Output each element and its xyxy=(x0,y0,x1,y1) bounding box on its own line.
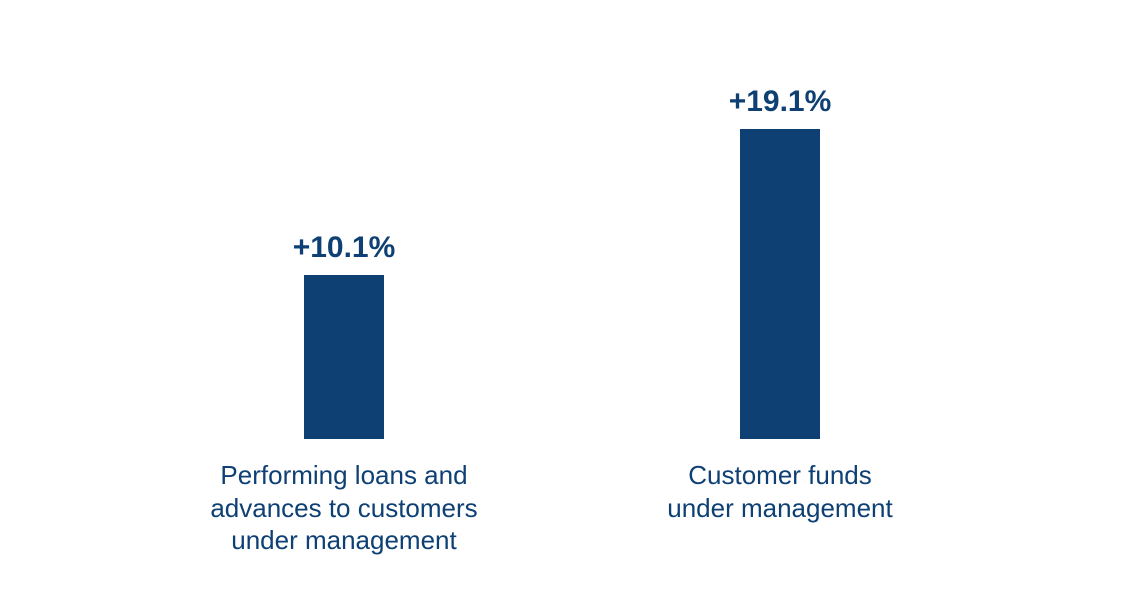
bar-funds: +19.1% xyxy=(740,85,820,439)
bar-loans-caption: Performing loans andadvances to customer… xyxy=(174,459,514,557)
bar-funds-rect xyxy=(740,129,820,439)
bar-funds-value: +19.1% xyxy=(729,85,832,119)
bar-chart: +10.1% Performing loans andadvances to cu… xyxy=(0,0,1146,594)
bar-loans-rect xyxy=(304,275,384,439)
bar-loans-value: +10.1% xyxy=(293,231,396,265)
bar-funds-caption: Customer fundsunder management xyxy=(630,459,930,524)
bar-loans: +10.1% xyxy=(304,231,384,439)
